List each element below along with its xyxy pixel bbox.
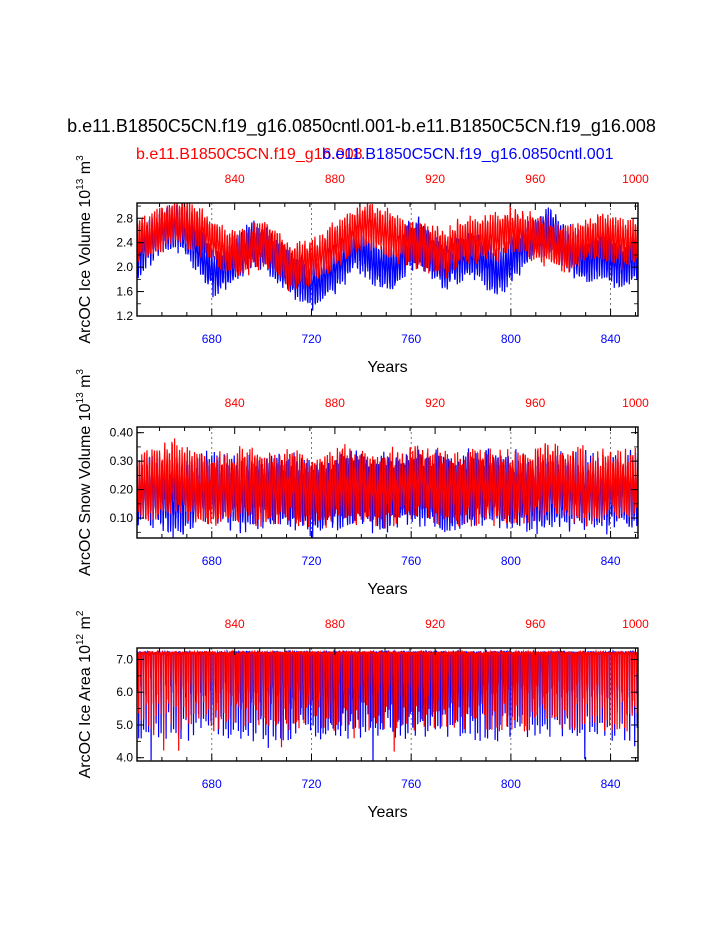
x-bottom-tick-label: 840 <box>601 777 621 791</box>
x-bottom-tick-label: 760 <box>401 554 421 568</box>
y-axis-label-text: ArcOC Ice Area 10 <box>77 645 94 778</box>
x-bottom-tick-label: 800 <box>501 554 521 568</box>
y-tick-label: 0.20 <box>110 483 134 497</box>
y-tick-label: 6.0 <box>116 685 133 699</box>
plot-frame <box>136 647 639 762</box>
series-line-red <box>137 203 638 292</box>
x-top-tick-label: 840 <box>225 396 245 410</box>
series-line-red <box>137 438 638 529</box>
x-bottom-tick-label: 800 <box>501 332 521 346</box>
y-axis-label-unit-exp: 3 <box>75 155 86 161</box>
y-tick-label: 0.30 <box>110 454 134 468</box>
panel-ice-volume: 1.2 1.6 2.0 2.4 2.8 680 720 760 800 840 840 880 920 9… <box>75 155 649 376</box>
x-top-tick-label: 960 <box>525 172 545 186</box>
y-axis-label-unit-exp: 3 <box>75 369 86 375</box>
y-tick-label: 0.40 <box>110 426 134 440</box>
y-axis-label-unit: m <box>77 161 94 179</box>
x-bottom-tick-label: 720 <box>301 554 321 568</box>
x-top-tick-label: 880 <box>325 617 345 631</box>
x-axis-label: Years <box>367 804 407 821</box>
plot-frame <box>136 426 639 539</box>
y-tick-label: 1.6 <box>116 285 133 299</box>
x-top-tick-label: 880 <box>325 396 345 410</box>
y-tick-label: 2.4 <box>116 236 133 250</box>
y-tick-label: 1.2 <box>116 309 133 323</box>
x-top-tick-label: 840 <box>225 172 245 186</box>
x-axis-label: Years <box>367 581 407 598</box>
x-bottom-tick-label: 840 <box>601 332 621 346</box>
plot-frame <box>136 202 639 317</box>
y-axis-label-unit-exp: 2 <box>75 610 86 616</box>
x-bottom-tick-label: 840 <box>601 554 621 568</box>
y-axis-label-exp: 12 <box>75 633 86 645</box>
y-axis-label-exp: 13 <box>75 178 86 190</box>
x-axis-label: Years <box>367 359 407 376</box>
x-bottom-tick-label: 720 <box>301 777 321 791</box>
y-tick-label: 2.8 <box>116 211 133 225</box>
y-tick-label: 7.0 <box>116 652 133 666</box>
y-axis-label-exp: 13 <box>75 392 86 404</box>
x-bottom-tick-label: 800 <box>501 777 521 791</box>
x-top-tick-label: 1000 <box>622 396 649 410</box>
x-top-tick-label: 920 <box>425 396 445 410</box>
x-top-tick-label: 960 <box>525 617 545 631</box>
y-tick-label: 5.0 <box>116 718 133 732</box>
x-top-tick-label: 1000 <box>622 617 649 631</box>
x-top-tick-label: 840 <box>225 617 245 631</box>
x-top-tick-label: 960 <box>525 396 545 410</box>
x-bottom-tick-label: 760 <box>401 777 421 791</box>
x-bottom-tick-label: 760 <box>401 332 421 346</box>
x-bottom-tick-label: 680 <box>202 332 222 346</box>
x-bottom-tick-label: 680 <box>202 777 222 791</box>
y-axis-label: ArcOC Snow Volume 1013 m3 <box>75 369 94 576</box>
legend-label-red: b.e11.B1850C5CN.f19_g16.008 <box>136 146 363 163</box>
panel-ice-area: 4.0 5.0 6.0 7.0 680 720 760 800 840 840 880 920 960 1… <box>75 610 649 821</box>
y-tick-label: 2.0 <box>116 260 133 274</box>
x-top-tick-label: 1000 <box>622 172 649 186</box>
y-axis-label-text: ArcOC Snow Volume 10 <box>77 403 94 576</box>
y-axis-label-unit: m <box>77 375 94 393</box>
x-top-tick-label: 920 <box>425 617 445 631</box>
y-axis-label-unit: m <box>77 616 94 634</box>
y-axis-label: ArcOC Ice Volume 1013 m3 <box>75 155 94 344</box>
y-tick-label: 4.0 <box>116 751 133 765</box>
panel-snow-volume: 0.10 0.20 0.30 0.40 680 720 760 800 840 840 880 920… <box>75 369 649 598</box>
y-axis-label-text: ArcOC Ice Volume 10 <box>77 190 94 344</box>
series-line-red <box>137 649 638 752</box>
x-top-tick-label: 920 <box>425 172 445 186</box>
chart-title: b.e11.B1850C5CN.f19_g16.0850cntl.001-b.e… <box>67 116 656 136</box>
x-bottom-tick-label: 680 <box>202 554 222 568</box>
legend-label-blue: b.e11.B1850C5CN.f19_g16.0850cntl.001 <box>322 146 614 163</box>
x-bottom-tick-label: 720 <box>301 332 321 346</box>
x-top-tick-label: 880 <box>325 172 345 186</box>
y-tick-label: 0.10 <box>110 511 134 525</box>
y-axis-label: ArcOC Ice Area 1012 m2 <box>75 610 94 778</box>
